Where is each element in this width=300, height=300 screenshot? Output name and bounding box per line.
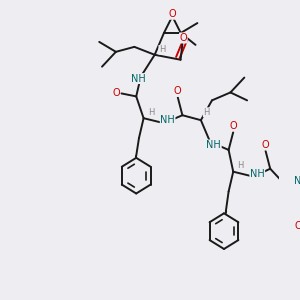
Text: N: N <box>294 176 300 186</box>
Text: H: H <box>159 45 165 54</box>
Text: H: H <box>237 161 244 170</box>
Text: O: O <box>169 9 176 19</box>
Text: O: O <box>174 86 182 96</box>
Text: NH: NH <box>206 140 221 150</box>
Text: NH: NH <box>160 115 175 125</box>
Text: O: O <box>294 221 300 231</box>
Text: O: O <box>179 33 187 43</box>
Text: NH: NH <box>131 74 146 84</box>
Text: NH: NH <box>250 169 265 179</box>
Text: H: H <box>148 108 154 117</box>
Text: H: H <box>203 108 210 117</box>
Text: O: O <box>262 140 269 150</box>
Text: O: O <box>112 88 120 98</box>
Text: O: O <box>230 121 237 131</box>
